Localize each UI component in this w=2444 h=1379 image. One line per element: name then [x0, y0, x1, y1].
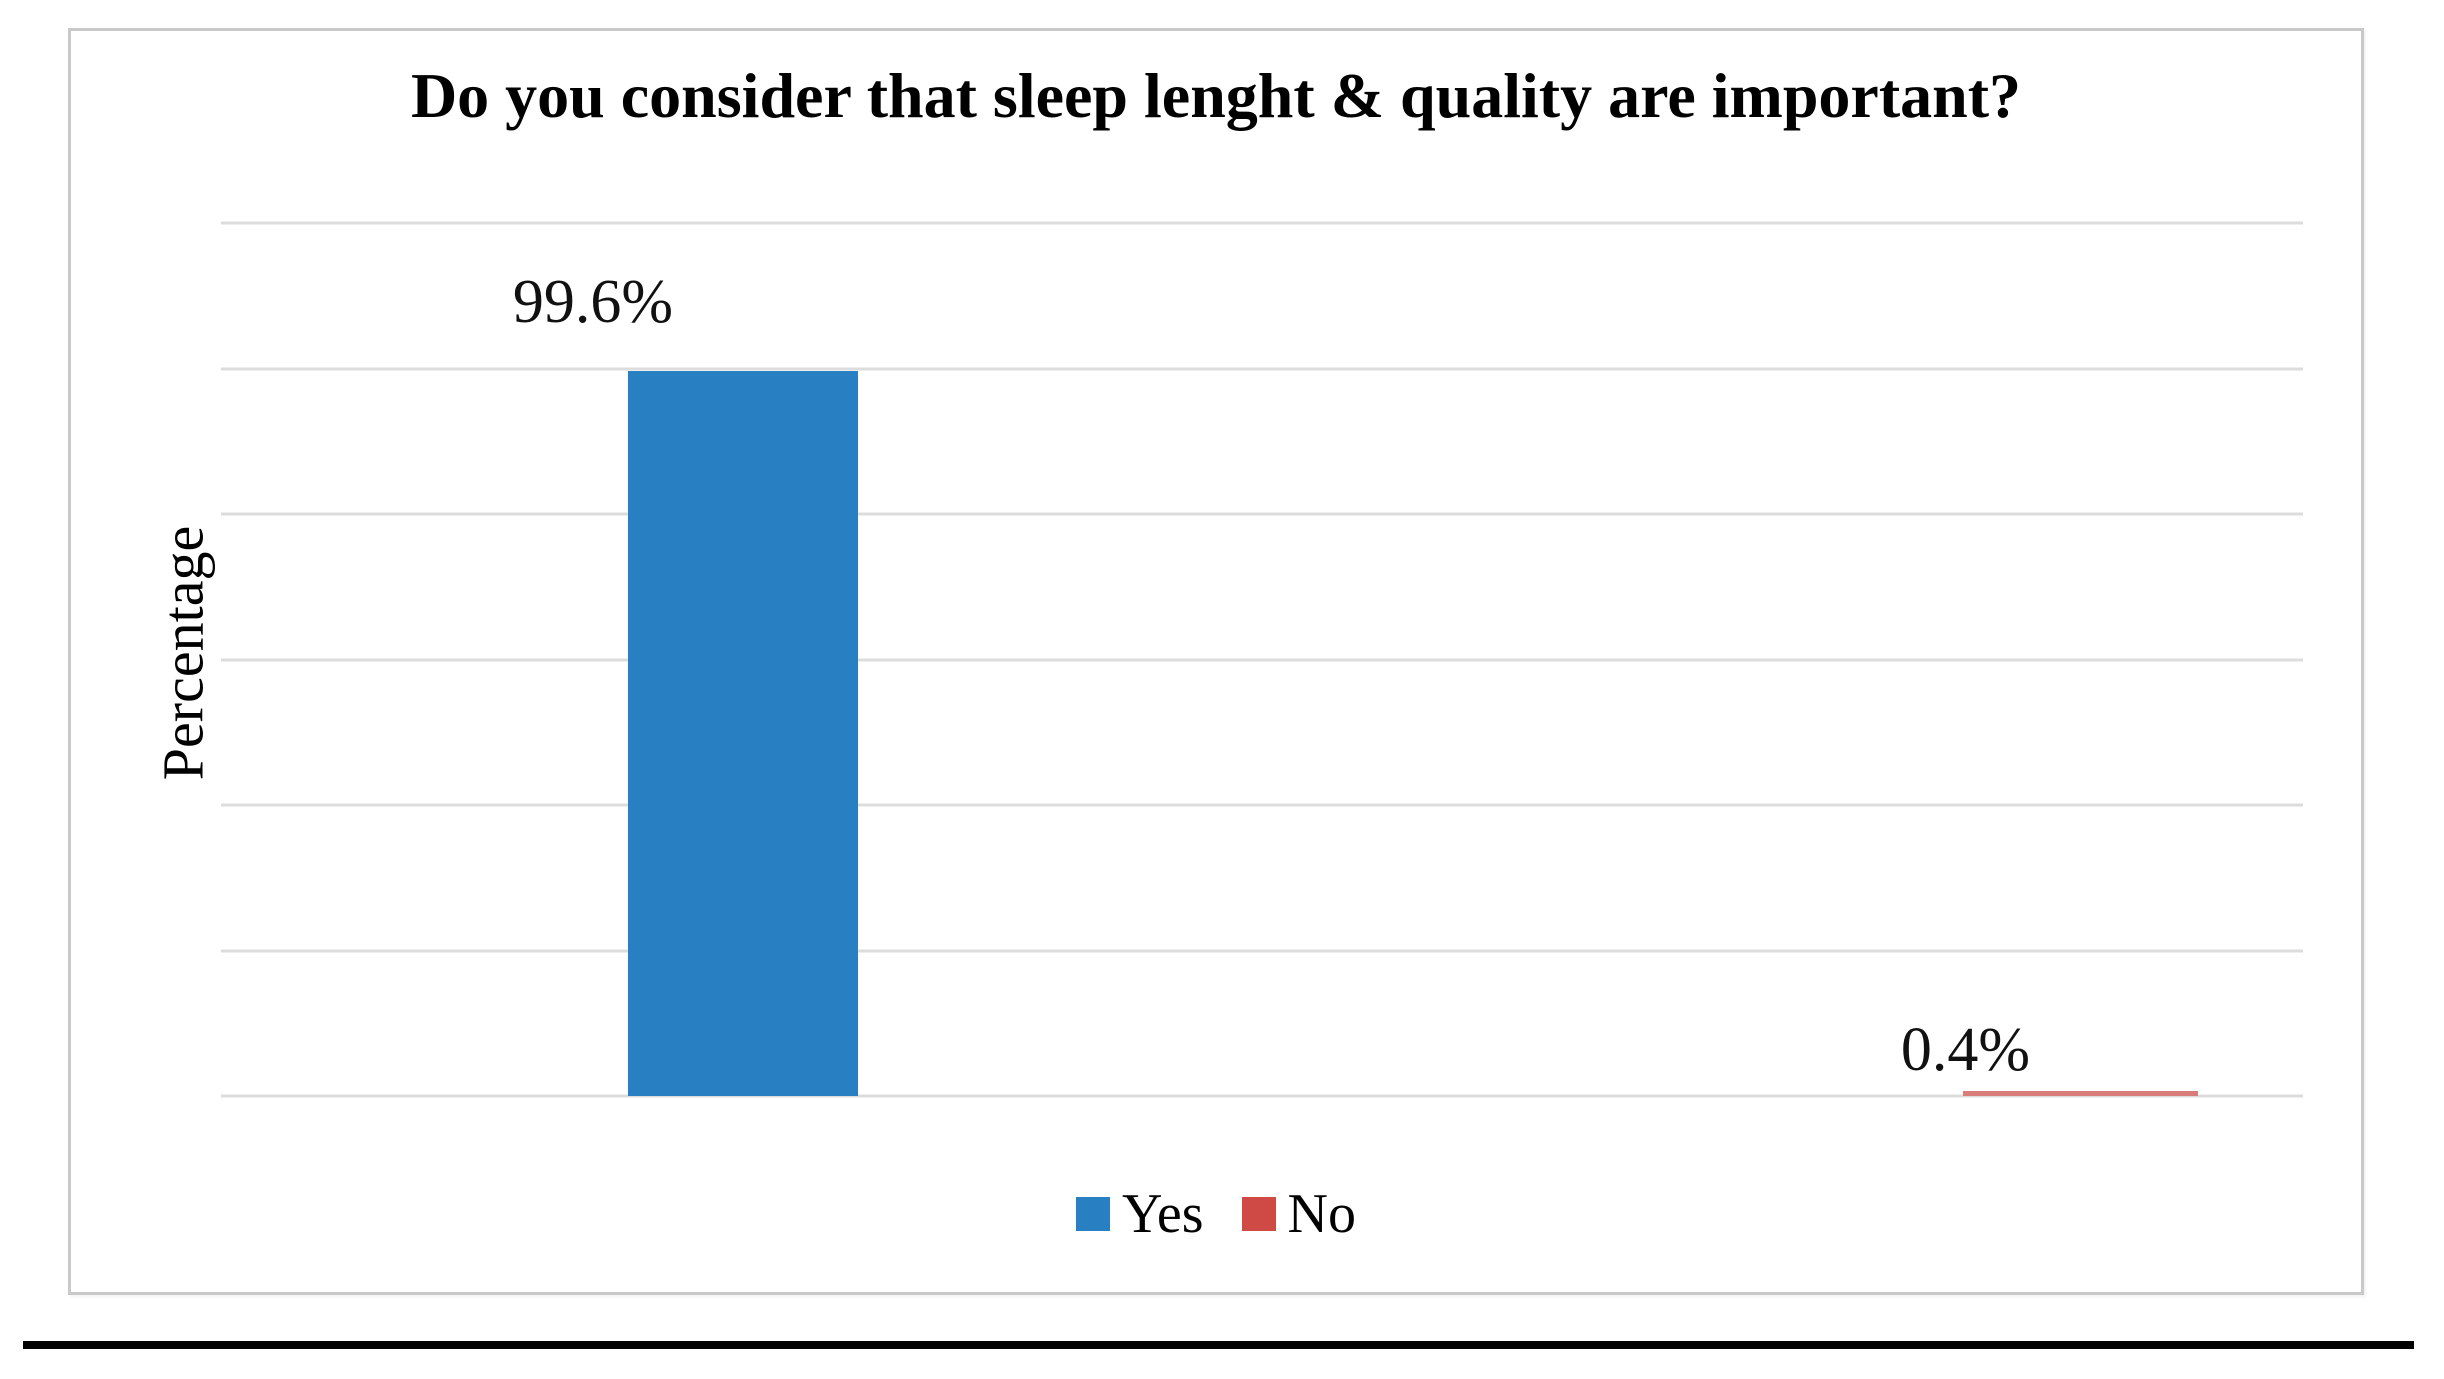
legend-swatch-yes-icon — [1076, 1197, 1111, 1231]
legend-label-yes: Yes — [1122, 1183, 1204, 1245]
chart-title: Do you consider that sleep lenght & qual… — [410, 60, 2022, 131]
y-axis-title: Percentage — [150, 525, 216, 781]
legend-label-no: No — [1287, 1183, 1356, 1245]
plot-area — [221, 221, 2303, 1098]
bar-no — [1963, 1091, 2198, 1096]
bar-label-yes: 99.6% — [512, 268, 674, 336]
figure-bottom-rule — [23, 1341, 2414, 1349]
legend-swatch-no-icon — [1241, 1197, 1276, 1231]
chart-container: Do you consider that sleep lenght & qual… — [68, 28, 2364, 1295]
legend-item-yes: Yes — [1076, 1183, 1204, 1245]
bar-label-no: 0.4% — [1900, 1016, 2031, 1084]
legend-item-no: No — [1241, 1183, 1356, 1245]
bar-yes — [628, 371, 858, 1096]
legend: Yes No — [71, 1186, 2361, 1242]
